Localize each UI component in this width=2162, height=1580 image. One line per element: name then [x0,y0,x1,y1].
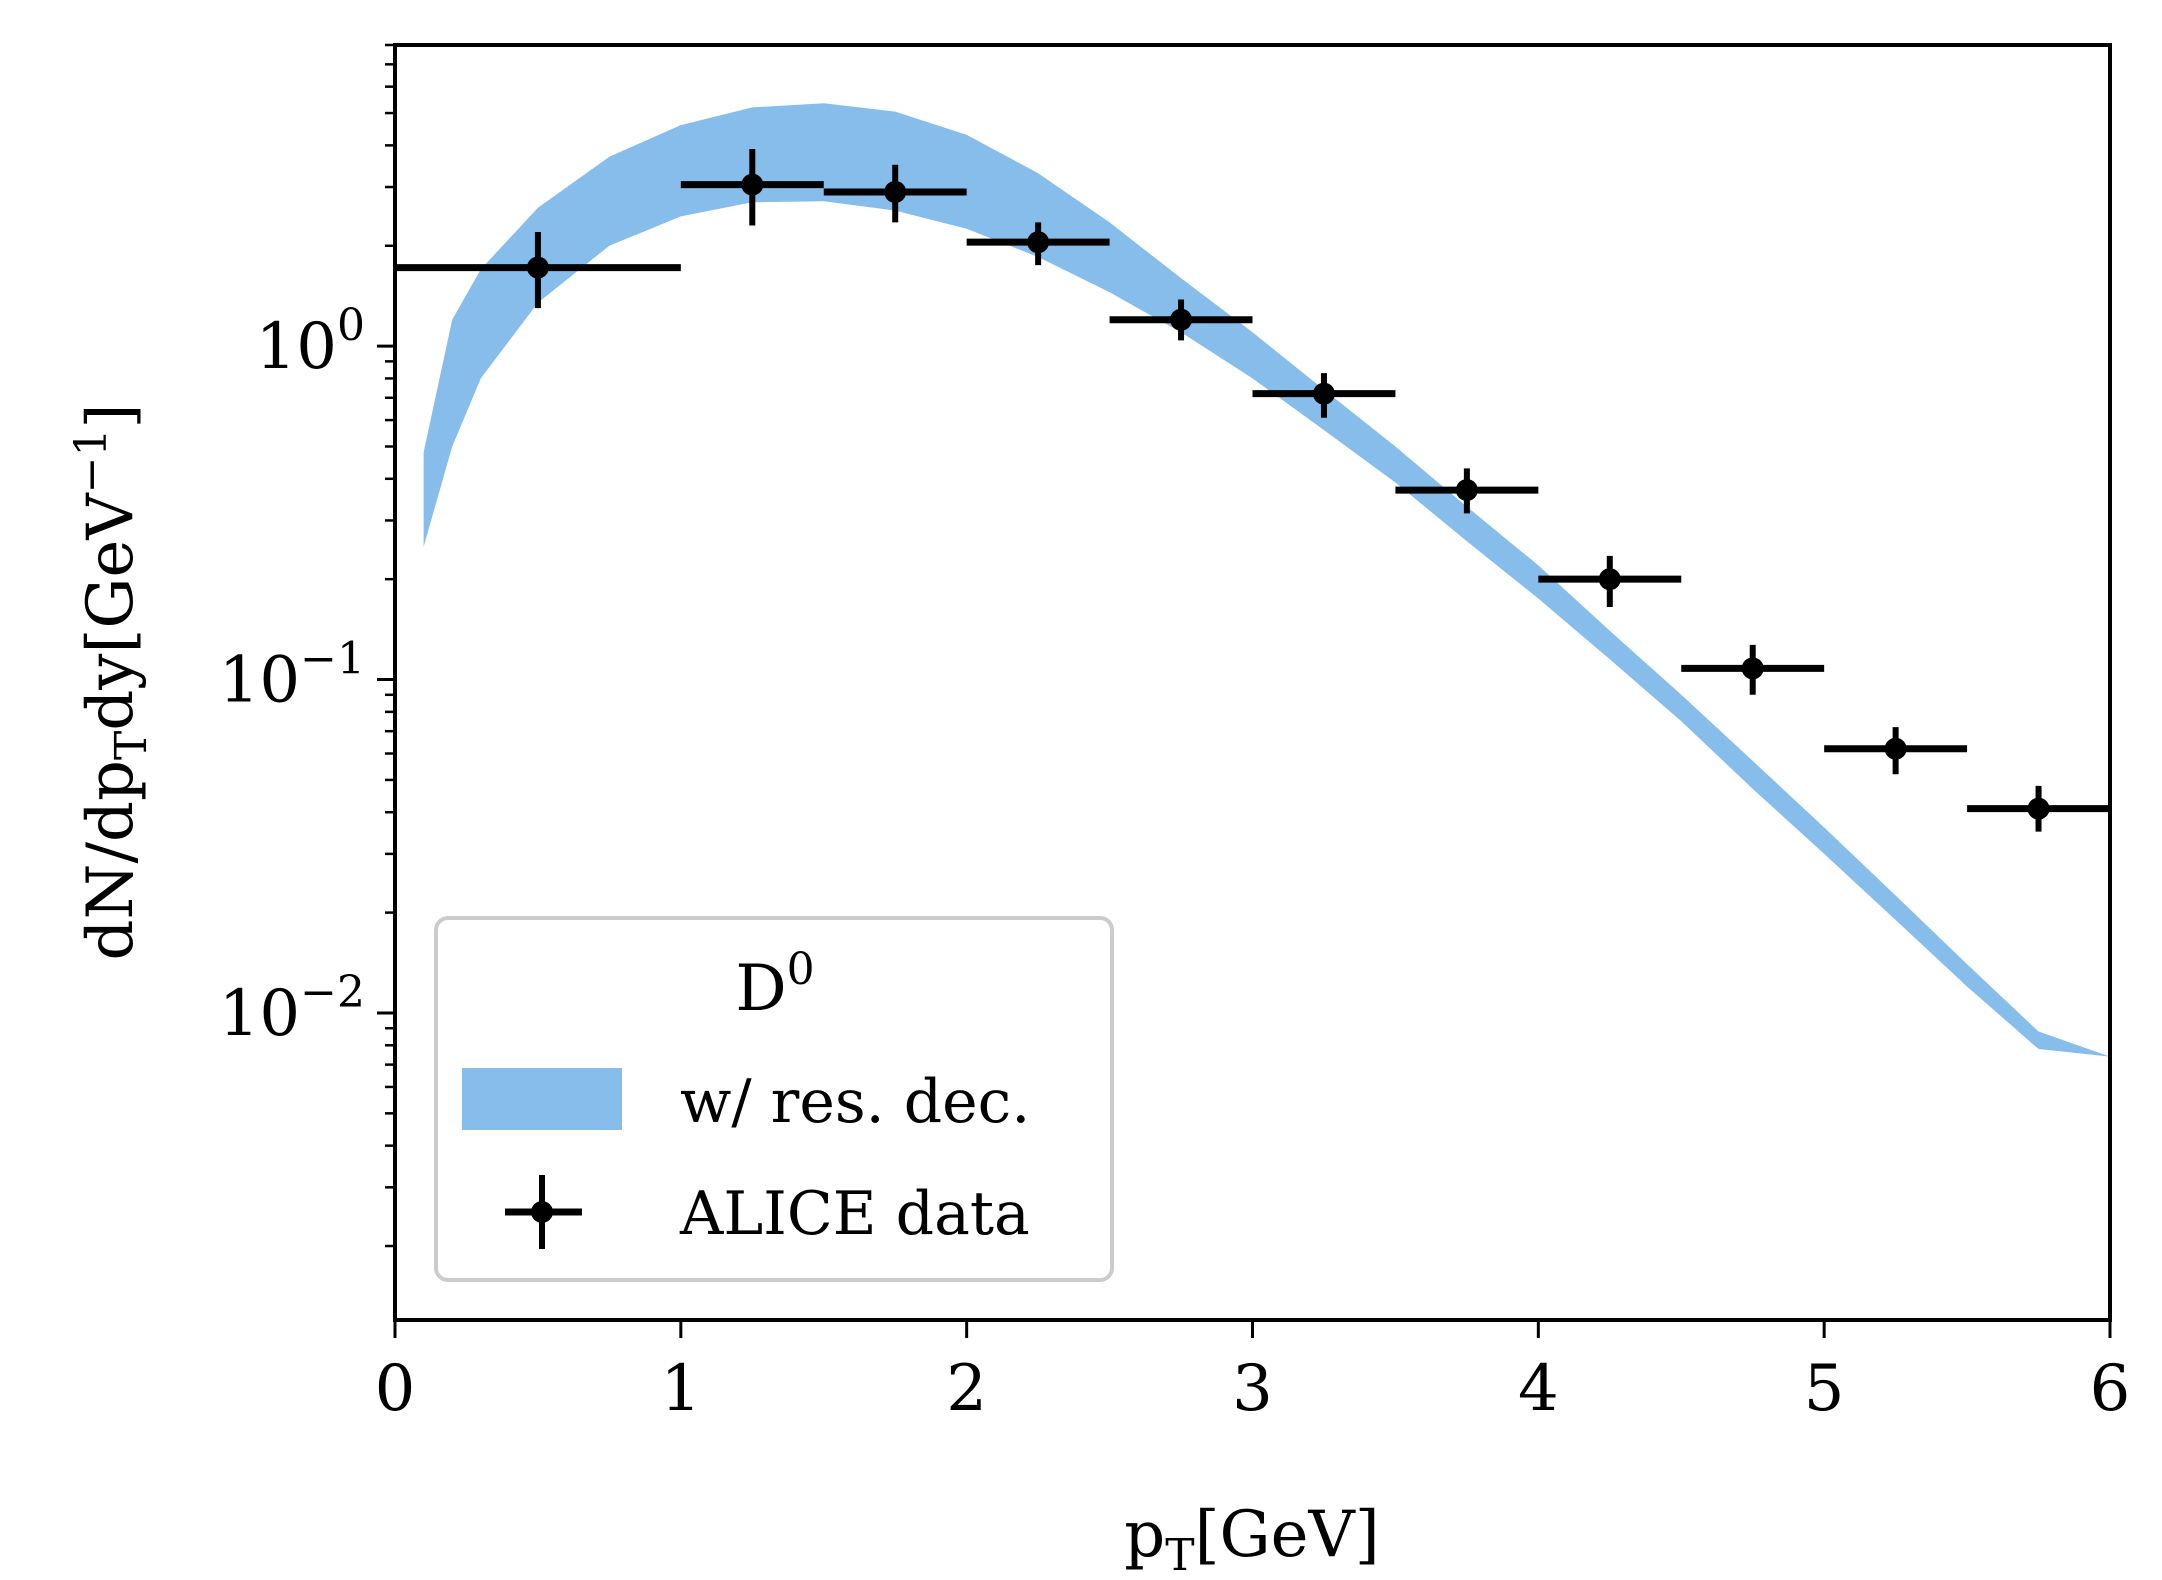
y-axis-title-post: dy[GeV [74,492,148,731]
data-point-marker [1884,737,1907,760]
legend-box [434,916,1114,1282]
legend-data-label: ALICE data [679,1179,1030,1249]
band-layer [423,103,2111,1057]
data-point [966,222,1110,266]
band-area [423,103,2111,1057]
y-axis-title-sub: T [106,731,157,760]
data-point [680,149,824,226]
data-point [823,164,967,223]
x-axis-title-unit: [GeV] [1195,1498,1380,1572]
x-tick-label: 3 [1232,1352,1273,1426]
data-point [1824,727,1968,775]
legend-band-swatch [462,1068,622,1130]
legend-title-sup: 0 [787,944,815,995]
x-axis-title-sub: T [1165,1530,1194,1580]
legend-errorbar-marker [505,1175,582,1249]
data-point [1395,468,1539,514]
data-point [1109,299,1253,341]
data-point-marker [1455,479,1478,502]
data-point [1967,785,2110,832]
data-point [1252,373,1396,418]
y-axis-ticks: 100 10−1 10−2 [219,43,395,1248]
data-point-marker [1170,308,1193,331]
y-axis-title-pre: dN/dp [74,760,148,960]
y-tick-label: 10−1 [219,634,365,718]
data-point-marker [2027,797,2050,820]
legend-title: D0 [735,944,814,1026]
data-point-marker [1027,231,1050,254]
legend-title-base: D [735,952,786,1026]
data-point [395,231,681,309]
legend-errorbar-dot [531,1201,553,1223]
data-point-marker [1312,382,1335,405]
y-tick-label: 100 [256,300,365,384]
data-point-marker [1741,657,1764,680]
data-point-marker [884,180,907,203]
legend-band-label: w/ res. dec. [680,1067,1030,1137]
errorbar-layer [395,149,2110,832]
y-axis-title: dN/dpTdy[GeV−1] [66,404,157,961]
data-point [1681,644,1825,695]
y-axis-title-close: ] [74,404,148,429]
x-tick-label: 1 [660,1352,701,1426]
x-axis-title-main: p [1124,1498,1165,1572]
y-axis-title-sup: −1 [66,428,117,493]
x-tick-label: 6 [2090,1352,2131,1426]
x-tick-label: 5 [1804,1352,1845,1426]
data-point-marker [526,256,549,279]
x-axis-title: pT[GeV] [1124,1498,1379,1580]
x-axis-ticks: 0 1 2 3 4 5 6 [375,1320,2131,1426]
data-point-marker [741,173,764,196]
x-tick-label: 4 [1518,1352,1559,1426]
x-tick-label: 2 [946,1352,987,1426]
y-tick-label: 10−2 [219,967,365,1051]
x-tick-label: 0 [375,1352,416,1426]
legend: D0 w/ res. dec. ALICE data [434,916,1114,1282]
data-point-marker [1598,568,1621,591]
data-point [1538,555,1682,608]
